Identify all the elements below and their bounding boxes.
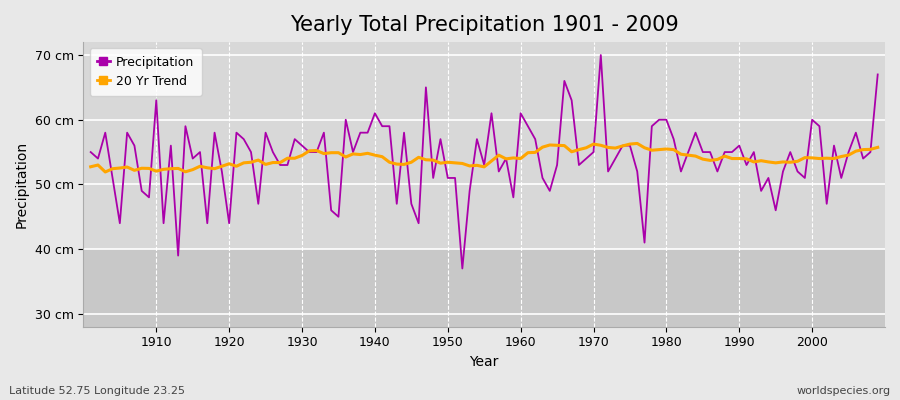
Legend: Precipitation, 20 Yr Trend: Precipitation, 20 Yr Trend xyxy=(90,48,202,96)
Title: Yearly Total Precipitation 1901 - 2009: Yearly Total Precipitation 1901 - 2009 xyxy=(290,15,679,35)
Text: Latitude 52.75 Longitude 23.25: Latitude 52.75 Longitude 23.25 xyxy=(9,386,185,396)
X-axis label: Year: Year xyxy=(470,355,499,369)
Bar xyxy=(84,249,885,327)
Y-axis label: Precipitation: Precipitation xyxy=(15,141,29,228)
Text: worldspecies.org: worldspecies.org xyxy=(796,386,891,396)
